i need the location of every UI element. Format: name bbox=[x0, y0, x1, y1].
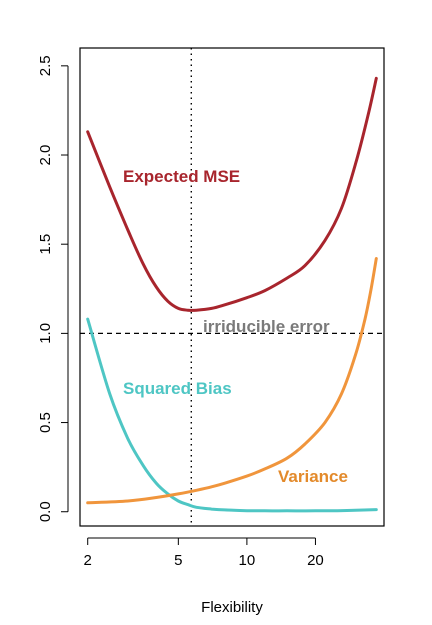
y-tick-label: 1.5 bbox=[37, 234, 54, 255]
x-axis-title: Flexibility bbox=[201, 599, 263, 616]
y-tick-label: 2.0 bbox=[37, 145, 54, 166]
series-line-squared-bias bbox=[86, 317, 378, 513]
y-tick-label: 0.0 bbox=[37, 501, 54, 522]
y-tick-label: 1.0 bbox=[37, 323, 54, 344]
y-tick-label: 2.5 bbox=[37, 55, 54, 76]
label-squared-bias: Squared Bias bbox=[123, 379, 232, 398]
series-line-variance bbox=[86, 257, 378, 505]
x-axis: 2 5 10 20 bbox=[84, 537, 324, 569]
label-expected-mse: Expected MSE bbox=[123, 167, 240, 186]
series-lines bbox=[86, 76, 378, 513]
y-axis: 0.0 0.5 1.0 1.5 2.0 2.5 bbox=[37, 55, 69, 522]
label-variance: Variance bbox=[278, 467, 348, 486]
x-tick-label: 20 bbox=[307, 552, 324, 569]
label-irreducible-error: irriducible error bbox=[203, 317, 330, 336]
x-tick-label: 10 bbox=[239, 552, 256, 569]
plot-frame bbox=[79, 47, 385, 527]
reference-lines bbox=[80, 48, 384, 526]
x-tick-label: 5 bbox=[174, 552, 182, 569]
series-line-expected-mse bbox=[86, 76, 378, 312]
x-tick-label: 2 bbox=[84, 552, 92, 569]
y-tick-label: 0.5 bbox=[37, 412, 54, 433]
